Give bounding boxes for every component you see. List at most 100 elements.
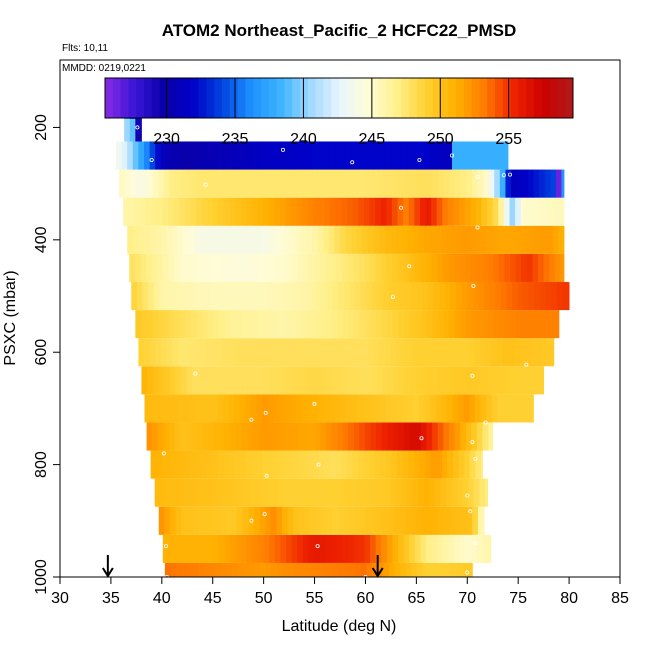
heatmap-cell [555,310,560,339]
heatmap-cell [275,422,282,451]
heatmap-cell [196,422,203,451]
heatmap-cell [319,534,326,563]
heatmap-cell [227,478,234,507]
heatmap-cell [127,141,134,170]
heatmap-cell [162,253,169,282]
colorbar-segment [198,78,207,118]
heatmap-cell [247,422,254,451]
heatmap-cell [261,141,268,170]
sample-point [468,509,473,514]
heatmap-cell [516,366,523,395]
heatmap-cell [522,366,529,395]
heatmap-cell [200,338,206,367]
heatmap-cell [474,338,481,367]
heatmap-cell [166,141,173,170]
heatmap-cell [244,338,251,367]
heatmap-cell [504,253,511,282]
heatmap-cell [243,281,250,311]
heatmap-cell [188,225,195,254]
heatmap-cell [119,169,126,198]
heatmap-cell [361,478,368,507]
heatmap-cell [401,141,408,170]
heatmap-cell [447,197,454,226]
heatmap-cell [475,197,482,226]
heatmap-cell [198,281,205,311]
heatmap-cell [384,478,391,507]
heatmap-cell [354,506,361,535]
heatmap-cell [375,534,382,563]
heatmap-cell [324,197,331,226]
heatmap-cell [482,253,489,282]
heatmap-cell [180,366,187,395]
heatmap-cell [163,422,170,451]
heatmap-cell [231,506,238,535]
heatmap-cell [190,253,197,282]
heatmap-cell [132,225,139,254]
heatmap-cell [519,225,526,254]
heatmap-cell [135,169,142,198]
heatmap-cell [337,366,344,395]
heatmap-cell [284,141,290,170]
heatmap-cell [444,281,451,311]
heatmap-cell [385,450,392,479]
colorbar-segment [339,78,348,118]
sample-point [315,544,320,549]
heatmap-cell [306,225,313,254]
heatmap-cell [175,506,182,535]
heatmap-cell [449,169,456,198]
colorbar-segment [471,78,480,118]
heatmap-cell [338,281,345,311]
heatmap-cell [493,310,500,339]
heatmap-cell [463,394,470,423]
heatmap-cell [302,197,309,226]
heatmap-cell [403,253,410,282]
heatmap-cell [295,394,302,423]
heatmap-cell [548,197,555,226]
heatmap-cell [463,225,470,254]
heatmap-cell [222,338,229,367]
heatmap-cell [216,141,223,170]
heatmap-cell [554,197,561,226]
heatmap-cell [381,534,388,563]
heatmap-cell [411,562,418,577]
sample-point [475,225,480,230]
heatmap-cell [169,169,176,198]
sample-point [312,401,317,406]
heatmap-cell [228,225,234,254]
heatmap-cell [130,169,137,198]
heatmap-cell [178,450,185,479]
heatmap-cell [364,310,371,339]
heatmap-cell [317,225,324,254]
heatmap-cell [303,310,310,339]
y-tick-label: 200 [33,114,50,141]
heatmap-cell [247,366,254,395]
heatmap-cell [343,366,350,395]
heatmap-cell [414,534,421,563]
heatmap-cell [498,197,505,226]
heatmap-cell [213,310,220,339]
heatmap-cell [498,253,505,282]
heatmap-cell [524,338,531,367]
heatmap-cell [508,394,515,423]
heatmap-cell [270,169,277,198]
colorbar-tick-label: 235 [222,131,249,148]
heatmap-cell [442,253,449,282]
heatmap-cell [201,197,208,226]
heatmap-cell [284,338,290,367]
heatmap-cell [463,338,470,367]
heatmap-cell [336,310,343,339]
heatmap-cell [347,253,354,282]
heatmap-cell [312,225,318,254]
heatmap-cell [385,394,392,423]
y-tick-label: 600 [33,339,50,366]
heatmap-cell [181,281,188,311]
x-tick-label: 85 [611,590,629,607]
heatmap-cell [160,225,167,254]
heatmap-cell [482,310,489,339]
heatmap-cell [208,310,215,339]
heatmap-cell [417,478,424,507]
heatmap-cell [288,562,295,577]
heatmap-cell [131,281,138,311]
colorbar-segment [183,78,192,118]
heatmap-cell [152,422,159,451]
